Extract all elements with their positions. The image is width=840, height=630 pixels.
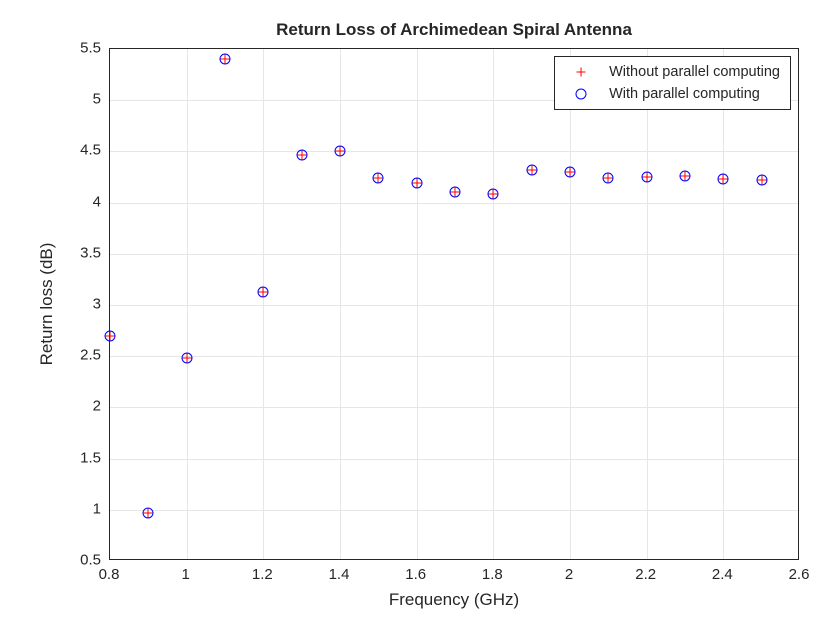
y-tick-label: 4	[93, 193, 101, 210]
y-tick-label: 0.5	[80, 552, 101, 569]
plus-marker	[450, 187, 461, 198]
gridline-h	[110, 459, 798, 460]
gridline-h	[110, 510, 798, 511]
y-axis-label: Return loss (dB)	[37, 243, 57, 366]
y-tick-label: 3.5	[80, 244, 101, 261]
circle-marker	[142, 507, 154, 519]
chart-title: Return Loss of Archimedean Spiral Antenn…	[276, 20, 632, 40]
circle-marker	[756, 174, 768, 186]
circle-marker	[219, 53, 231, 65]
circle-marker	[449, 186, 461, 198]
gridline-h	[110, 305, 798, 306]
legend-row: With parallel computing	[563, 83, 780, 105]
legend: Without parallel computing With parallel …	[554, 56, 791, 110]
legend-row: Without parallel computing	[563, 61, 780, 83]
x-tick-label: 1.4	[329, 566, 350, 583]
circle-marker	[372, 172, 384, 184]
x-tick-label: 2	[565, 566, 573, 583]
gridline-h	[110, 151, 798, 152]
x-tick-label: 2.4	[712, 566, 733, 583]
x-tick-label: 0.8	[99, 566, 120, 583]
gridline-v	[723, 49, 724, 559]
gridline-v	[493, 49, 494, 559]
gridline-v	[187, 49, 188, 559]
gridline-v	[340, 49, 341, 559]
y-tick-label: 2.5	[80, 347, 101, 364]
y-tick-label: 1	[93, 500, 101, 517]
y-tick-label: 3	[93, 296, 101, 313]
plus-marker	[756, 175, 767, 186]
gridline-v	[263, 49, 264, 559]
gridline-h	[110, 356, 798, 357]
circle-marker	[104, 330, 116, 342]
legend-label: Without parallel computing	[609, 64, 780, 80]
gridline-h	[110, 254, 798, 255]
x-tick-label: 1.8	[482, 566, 503, 583]
gridline-v	[570, 49, 571, 559]
plus-marker	[680, 170, 691, 181]
y-tick-label: 5.5	[80, 40, 101, 57]
plus-marker	[220, 54, 231, 65]
chart-container: Return Loss of Archimedean Spiral Antenn…	[0, 0, 840, 630]
circle-marker	[602, 172, 614, 184]
plus-marker	[105, 330, 116, 341]
circle-marker	[679, 170, 691, 182]
y-tick-label: 5	[93, 91, 101, 108]
plus-marker	[603, 173, 614, 184]
plus-marker-icon	[563, 62, 599, 82]
plot-area	[109, 48, 799, 560]
gridline-h	[110, 407, 798, 408]
x-tick-label: 1.2	[252, 566, 273, 583]
circle-marker	[526, 164, 538, 176]
x-tick-label: 2.6	[789, 566, 810, 583]
legend-label: With parallel computing	[609, 86, 760, 102]
gridline-h	[110, 203, 798, 204]
gridline-v	[647, 49, 648, 559]
y-tick-label: 2	[93, 398, 101, 415]
gridline-v	[417, 49, 418, 559]
x-tick-label: 1	[181, 566, 189, 583]
y-tick-label: 4.5	[80, 142, 101, 159]
x-axis-label: Frequency (GHz)	[389, 590, 519, 610]
circle-marker-icon	[563, 84, 599, 104]
y-tick-label: 1.5	[80, 449, 101, 466]
x-tick-label: 1.6	[405, 566, 426, 583]
x-tick-label: 2.2	[635, 566, 656, 583]
plus-marker	[526, 164, 537, 175]
plus-marker	[373, 173, 384, 184]
